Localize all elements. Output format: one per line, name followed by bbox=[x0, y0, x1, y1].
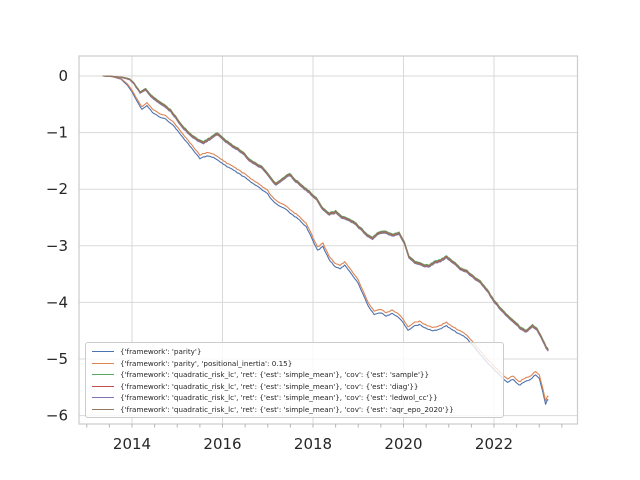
legend-item: {'framework': 'quadratic_risk_lc', 'ret'… bbox=[92, 404, 498, 415]
y-tick-label: −2 bbox=[46, 180, 68, 198]
y-tick-label: −6 bbox=[46, 407, 68, 425]
legend-item: {'framework': 'parity', 'positional_iner… bbox=[92, 358, 498, 369]
y-tick-label: −3 bbox=[46, 237, 68, 255]
legend-line-swatch bbox=[92, 385, 114, 387]
y-tick-label: −4 bbox=[46, 293, 68, 311]
legend-label: {'framework': 'parity'} bbox=[120, 347, 202, 357]
legend-label: {'framework': 'quadratic_risk_lc', 'ret'… bbox=[120, 370, 430, 380]
legend-line-swatch bbox=[92, 362, 114, 364]
y-tick-label: 0 bbox=[58, 67, 68, 85]
y-tick-label: −1 bbox=[46, 124, 68, 142]
legend-item: {'framework': 'quadratic_risk_lc', 'ret'… bbox=[92, 381, 498, 392]
legend-line-swatch bbox=[92, 397, 114, 399]
x-tick-label: 2014 bbox=[113, 435, 151, 453]
legend-label: {'framework': 'quadratic_risk_lc', 'ret'… bbox=[120, 381, 419, 391]
legend-label: {'framework': 'parity', 'positional_iner… bbox=[120, 358, 293, 368]
legend-item: {'framework': 'quadratic_risk_lc', 'ret'… bbox=[92, 392, 498, 403]
legend-label: {'framework': 'quadratic_risk_lc', 'ret'… bbox=[120, 404, 454, 414]
legend: {'framework': 'parity'} {'framework': 'p… bbox=[85, 342, 504, 418]
legend-item: {'framework': 'parity'} bbox=[92, 346, 498, 357]
plot-area-border bbox=[78, 55, 579, 425]
legend-line-swatch bbox=[92, 374, 114, 376]
x-tick-label: 2016 bbox=[203, 435, 241, 453]
legend-item: {'framework': 'quadratic_risk_lc', 'ret'… bbox=[92, 369, 498, 380]
legend-label: {'framework': 'quadratic_risk_lc', 'ret'… bbox=[120, 393, 438, 403]
x-tick-label: 2022 bbox=[475, 435, 513, 453]
axis-ticks bbox=[86, 424, 563, 428]
x-tick-label: 2018 bbox=[294, 435, 332, 453]
series-line bbox=[102, 75, 549, 351]
legend-line-swatch bbox=[92, 351, 114, 353]
legend-line-swatch bbox=[92, 408, 114, 410]
series-line bbox=[102, 75, 549, 352]
axes-spines bbox=[78, 55, 579, 425]
tick-labels: 2014 2016 2018 2020 2022 0 −1 −2 −3 −4 −5 −6 bbox=[46, 67, 513, 453]
x-tick-label: 2020 bbox=[384, 435, 422, 453]
series-line bbox=[102, 75, 549, 351]
y-tick-label: −5 bbox=[46, 350, 68, 368]
